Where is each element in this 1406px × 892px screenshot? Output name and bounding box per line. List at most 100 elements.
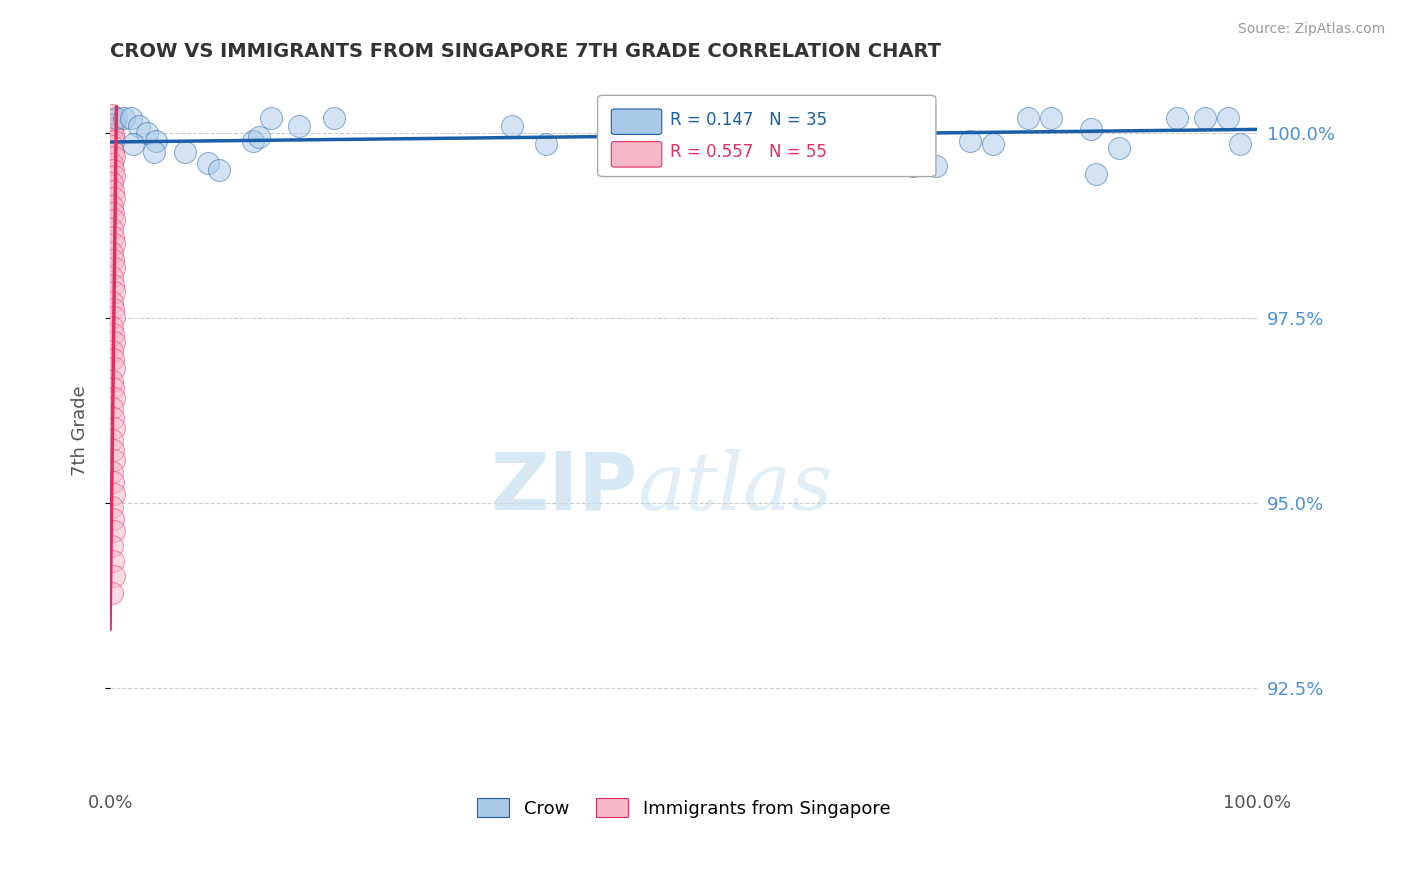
Point: [1218, 112, 1240, 126]
Point: [173, 145, 195, 159]
Text: R = 0.557   N = 55: R = 0.557 N = 55: [669, 144, 827, 161]
Point: [501, 119, 523, 133]
FancyBboxPatch shape: [612, 109, 662, 135]
Point: [101, 475, 124, 490]
Point: [101, 320, 124, 334]
FancyBboxPatch shape: [598, 95, 936, 177]
Point: [101, 294, 124, 309]
Point: [101, 374, 124, 388]
Point: [101, 184, 124, 198]
Point: [845, 137, 868, 152]
Point: [534, 137, 557, 152]
Point: [103, 420, 125, 434]
Point: [259, 112, 281, 126]
Point: [1080, 122, 1102, 136]
Point: [101, 344, 124, 359]
Point: [103, 150, 125, 164]
FancyBboxPatch shape: [612, 142, 662, 167]
Point: [103, 134, 125, 148]
Point: [103, 310, 125, 324]
Text: ZIP: ZIP: [491, 449, 638, 526]
Point: [135, 126, 157, 140]
Point: [101, 128, 124, 142]
Point: [101, 381, 124, 395]
Point: [730, 129, 752, 144]
Point: [101, 122, 124, 136]
Text: CROW VS IMMIGRANTS FROM SINGAPORE 7TH GRADE CORRELATION CHART: CROW VS IMMIGRANTS FROM SINGAPORE 7TH GR…: [110, 42, 941, 61]
Text: Source: ZipAtlas.com: Source: ZipAtlas.com: [1237, 22, 1385, 37]
Point: [793, 145, 815, 159]
Point: [103, 334, 125, 349]
Point: [101, 327, 124, 342]
Point: [101, 434, 124, 448]
Point: [101, 539, 124, 553]
Point: [1194, 112, 1216, 126]
Point: [122, 137, 145, 152]
Point: [128, 119, 150, 133]
Point: [103, 487, 125, 501]
Point: [197, 155, 219, 169]
Point: [1108, 141, 1130, 155]
Point: [101, 107, 124, 121]
Text: R = 0.147   N = 35: R = 0.147 N = 35: [669, 111, 827, 128]
Point: [103, 213, 125, 227]
Point: [672, 126, 695, 140]
Point: [101, 411, 124, 425]
Point: [103, 191, 125, 205]
Point: [101, 206, 124, 220]
Point: [247, 129, 270, 144]
Point: [101, 512, 124, 526]
Point: [1085, 167, 1108, 181]
Point: [103, 285, 125, 300]
Point: [101, 442, 124, 457]
Text: atlas: atlas: [638, 449, 832, 526]
Point: [101, 253, 124, 268]
Y-axis label: 7th Grade: 7th Grade: [72, 385, 89, 476]
Point: [103, 453, 125, 467]
Point: [288, 119, 311, 133]
Point: [208, 163, 231, 178]
Point: [925, 160, 948, 174]
Point: [104, 112, 127, 126]
Point: [101, 401, 124, 416]
Point: [101, 302, 124, 317]
Point: [103, 524, 125, 539]
Point: [101, 222, 124, 236]
Point: [103, 117, 125, 131]
Point: [1166, 112, 1188, 126]
Point: [103, 391, 125, 405]
Point: [103, 260, 125, 275]
Point: [959, 134, 981, 148]
Legend: Crow, Immigrants from Singapore: Crow, Immigrants from Singapore: [470, 791, 898, 825]
Point: [101, 500, 124, 514]
Point: [101, 229, 124, 244]
Point: [981, 137, 1004, 152]
Point: [145, 134, 167, 148]
Point: [242, 134, 264, 148]
Point: [103, 169, 125, 183]
Point: [101, 163, 124, 178]
Point: [101, 157, 124, 171]
Point: [101, 277, 124, 292]
Point: [142, 145, 165, 159]
Point: [101, 554, 124, 568]
Point: [1017, 112, 1039, 126]
Point: [101, 177, 124, 191]
Point: [1229, 137, 1251, 152]
Point: [101, 139, 124, 153]
Point: [901, 160, 924, 174]
Point: [101, 246, 124, 260]
Point: [101, 270, 124, 285]
Point: [120, 112, 142, 126]
Point: [322, 112, 344, 126]
Point: [101, 145, 124, 159]
Point: [103, 361, 125, 376]
Point: [101, 351, 124, 366]
Point: [1039, 112, 1062, 126]
Point: [101, 465, 124, 479]
Point: [101, 586, 124, 600]
Point: [112, 112, 135, 126]
Point: [103, 568, 125, 582]
Point: [103, 237, 125, 252]
Point: [101, 112, 124, 127]
